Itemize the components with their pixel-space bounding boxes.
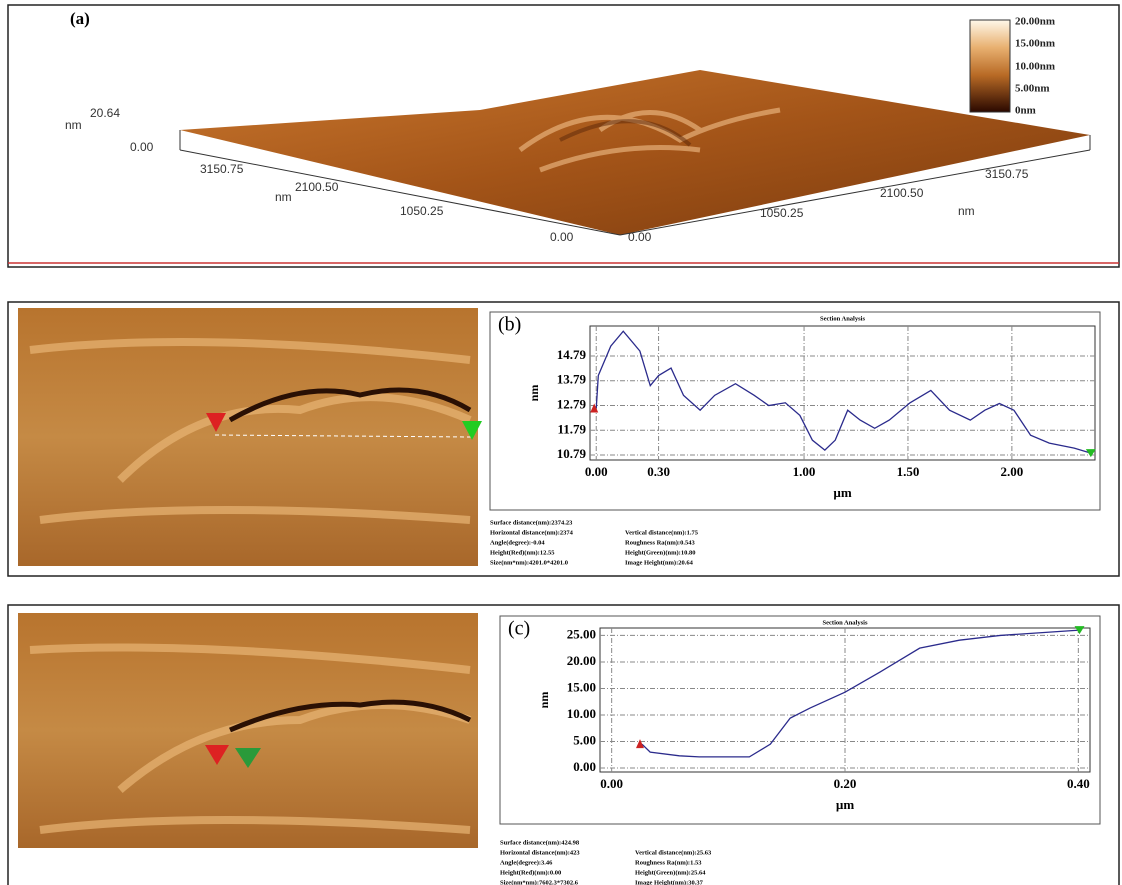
y-tick-label: 0.00 [573,759,596,774]
profile-line [596,331,1091,453]
x-label: 1050.25 [760,206,804,220]
z-label: 20.64 [90,106,120,120]
x-tick-label: 2.00 [1000,464,1023,479]
section-info: Height(Green)(nm):10.80 [625,549,695,556]
y-tick-label: 15.00 [567,679,596,694]
colorbar-label: 0nm [1015,105,1036,117]
colorbar [970,20,1010,112]
panel-label: (c) [508,618,530,640]
chart-title: Section Analysis [823,619,868,626]
y-label: 2100.50 [295,180,339,194]
section-info: Horizontal distance(nm):2374 [490,529,574,536]
section-info: Angle(degree):-0.04 [490,539,545,546]
y-tick-label: 10.00 [567,706,596,721]
section-info: Size(nm*nm):4201.0*4201.0 [490,559,568,566]
colorbar-label: 10.00nm [1015,61,1055,73]
section-info: Image Height(nm):20.64 [625,559,694,566]
z-label: 0.00 [130,140,154,154]
section-info: Roughness Ra(nm):1.53 [635,859,702,866]
colorbar-label: 20.00nm [1015,16,1055,28]
x-tick-label: 0.00 [600,776,623,791]
z-label: nm [65,118,82,132]
y-label: 0.00 [550,230,574,244]
cursor-red [636,739,644,748]
y-label: 3150.75 [200,162,244,176]
y-tick-label: 12.79 [557,396,587,411]
x-axis-label: µm [833,485,851,500]
section-info: Size(nm*nm):7602.3*7302.6 [500,879,579,885]
surface [180,70,1090,235]
panel-label: (a) [70,9,90,28]
section-info: Height(Red)(nm):12.55 [490,549,555,556]
section-info: Height(Green)(nm):25.64 [635,869,706,876]
x-tick-label: 0.20 [834,776,857,791]
y-label: nm [275,190,292,204]
section-info: Height(Red)(nm):0.00 [500,869,561,876]
section-info: Surface distance(nm):2374.23 [490,519,573,526]
y-tick-label: 10.79 [557,446,587,461]
x-tick-label: 0.40 [1067,776,1090,791]
figure: (a) 20.64 nm 0.00 3150.75 2100.50 nm 105… [0,0,1122,885]
colorbar-label: 5.00nm [1015,83,1050,95]
panel-label: (b) [498,314,521,336]
x-label: 0.00 [628,230,652,244]
x-label: 2100.50 [880,186,924,200]
cursor-green [1086,449,1096,457]
x-label: 3150.75 [985,167,1029,181]
y-axis-label: nm [537,692,551,709]
x-tick-label: 1.50 [897,464,920,479]
y-tick-label: 25.00 [567,626,596,641]
section-info: Image Height(nm):30.37 [635,879,704,885]
section-info: Angle(degree):3.46 [500,859,553,866]
section-info: Vertical distance(nm):1.75 [625,529,699,536]
colorbar-label: 15.00nm [1015,38,1055,50]
page: {"panel_a": {"label": "(a)", "colorbar":… [0,0,1122,885]
chart-title: Section Analysis [820,315,865,322]
x-label: nm [958,204,975,218]
x-axis-label: µm [836,797,854,812]
section-info: Surface distance(nm):424.98 [500,839,580,846]
section-info: Roughness Ra(nm):0.543 [625,539,695,546]
profile-line [642,630,1080,757]
y-axis-label: nm [527,385,541,402]
plot-area [590,326,1095,460]
y-tick-label: 5.00 [573,732,596,747]
y-tick-label: 20.00 [567,653,596,668]
y-tick-label: 14.79 [557,347,587,362]
section-info: Vertical distance(nm):25.63 [635,849,712,856]
y-tick-label: 13.79 [557,372,587,387]
y-label: 1050.25 [400,204,444,218]
x-tick-label: 0.30 [647,464,670,479]
x-tick-label: 1.00 [793,464,816,479]
x-tick-label: 0.00 [585,464,608,479]
y-tick-label: 11.79 [557,421,586,436]
section-info: Horizontal distance(nm):423 [500,849,580,856]
